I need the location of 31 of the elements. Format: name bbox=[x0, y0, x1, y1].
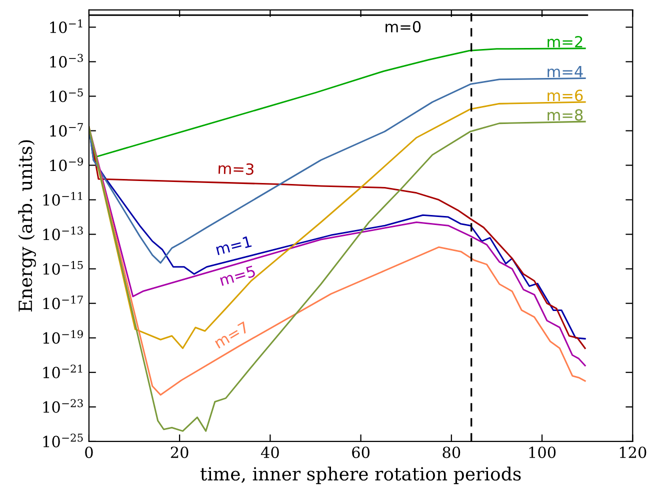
y-tick-label: 10$^{−25}$ bbox=[43, 434, 83, 448]
x-axis-title: time, inner sphere rotation periods bbox=[200, 466, 521, 484]
y-tick-label: 10$^{−11}$ bbox=[43, 192, 82, 206]
y-tick-label: 10$^{−15}$ bbox=[43, 261, 83, 275]
text: m=1 bbox=[215, 236, 252, 256]
y-tick-label: 10$^{−9}$ bbox=[50, 157, 83, 172]
series-label: m=0 bbox=[386, 20, 421, 32]
series-label: m=6 bbox=[548, 90, 583, 102]
y-tick-label: 10$^{−17}$ bbox=[43, 296, 83, 310]
series-label: m=2 bbox=[548, 36, 582, 48]
text: m=5 bbox=[219, 265, 256, 286]
y-tick-label: 10$^{−7}$ bbox=[50, 123, 83, 137]
y-tick-label: 10$^{−5}$ bbox=[50, 88, 83, 102]
series-label: m=8 bbox=[548, 109, 583, 121]
x-tick-label: 100 bbox=[529, 446, 556, 458]
x-tick-label: 40 bbox=[260, 446, 279, 458]
y-tick-label: 10$^{−21}$ bbox=[43, 364, 82, 378]
y-tick-label: 10$^{−3}$ bbox=[50, 54, 83, 68]
y-tick-label: 10$^{−1}$ bbox=[50, 19, 82, 34]
x-tick-label: 80 bbox=[442, 446, 460, 458]
x-tick-label: 60 bbox=[352, 446, 370, 458]
x-tick-label: 120 bbox=[620, 446, 646, 458]
y-axis-title: Energy (arb. units) bbox=[18, 140, 36, 312]
series-label: m=3 bbox=[218, 162, 254, 175]
y-tick-label: 10$^{−19}$ bbox=[43, 330, 83, 344]
y-tick-label: 10$^{−23}$ bbox=[43, 399, 83, 413]
x-tick-label: 20 bbox=[170, 446, 188, 458]
x-tick-label: 0 bbox=[85, 446, 93, 458]
series-label: m=4 bbox=[548, 66, 583, 78]
line-series bbox=[88, 77, 586, 264]
y-tick-label: 10$^{−13}$ bbox=[43, 226, 83, 240]
